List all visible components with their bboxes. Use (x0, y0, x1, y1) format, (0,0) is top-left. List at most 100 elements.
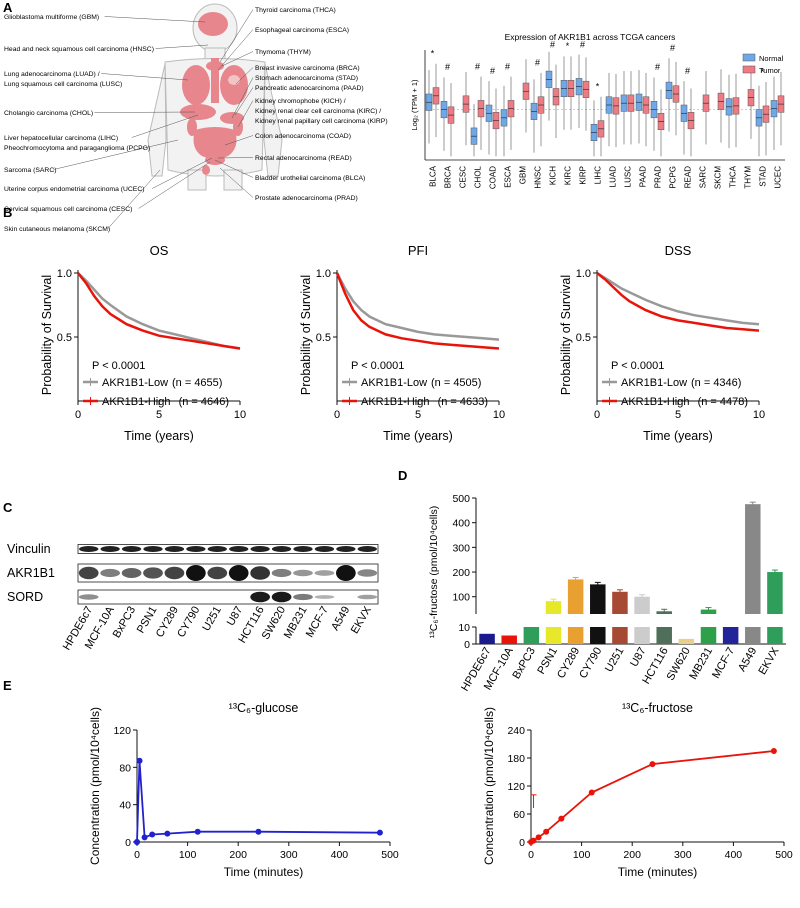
data-point (770, 748, 777, 754)
band-sord (78, 594, 99, 600)
band-akr1b1 (293, 569, 313, 577)
bar-lower (545, 627, 562, 644)
y-tick-label: 1.0 (57, 268, 72, 280)
leader-line (237, 100, 254, 128)
bar-lower (634, 627, 650, 644)
panel-label-c: C (3, 500, 13, 515)
p-value: P < 0.0001 (92, 360, 145, 372)
x-tick-label: 0 (334, 409, 340, 421)
y-tick-label: 40 (119, 800, 131, 812)
significance-mark: # (490, 66, 495, 76)
fructose-timecourse-chart: ¹³C₆-fructose 0 60 120 180 240 0 100 200 300 400 50… (482, 701, 793, 879)
body-label: Kidney renal papillary cell carcinoma (K… (255, 118, 388, 125)
legend-label: AKR1B1-High (621, 396, 689, 408)
bar-upper (590, 584, 606, 614)
body-label: Thyroid carcinoma (THCA) (255, 7, 336, 14)
bar-lower (612, 627, 628, 644)
y-tick-label: 200 (452, 567, 470, 579)
bar-upper (545, 601, 562, 614)
band-sord (250, 591, 270, 603)
y-tick-label: 120 (507, 781, 525, 793)
y-tick-label: 60 (513, 809, 525, 821)
leader-line (217, 29, 254, 71)
bar-category-label: A549 (736, 646, 759, 674)
band-sord (293, 593, 313, 601)
y-axis-label: Probability of Survival (40, 275, 54, 395)
legend-label: AKR1B1-High (102, 396, 170, 408)
band-akr1b1 (336, 565, 356, 581)
band-sord (314, 595, 335, 599)
x-tick-label: 400 (725, 849, 743, 861)
tick-label: THYM (744, 166, 753, 189)
bar-category-label: U251 (603, 646, 627, 675)
significance-mark: # (475, 61, 480, 71)
body-label: Lung squamous cell carcinoma (LUSC) (4, 81, 122, 88)
series-line (136, 760, 380, 843)
chart-title: ¹³C₆-fructose (622, 701, 693, 715)
leader-line (155, 44, 209, 49)
chart-title: PFI (408, 243, 428, 258)
tick-label: PCPG (669, 166, 678, 189)
data-point (194, 828, 201, 835)
tick-label: UCEC (774, 166, 783, 189)
bar-lower (523, 627, 540, 644)
y-tick-label: 0.5 (576, 332, 591, 344)
data-point (141, 834, 148, 841)
band-vinculin (207, 546, 227, 552)
body-label: Lung adenocarcinoma (LUAD) / (4, 71, 100, 78)
legend-label: Normal (759, 54, 784, 63)
significance-mark: * (431, 48, 435, 58)
legend-label: AKR1B1-Low (621, 377, 687, 389)
band-akr1b1 (250, 566, 270, 580)
y-axis-label: Concentration (pmol/10⁴cells) (88, 707, 102, 865)
y-tick-label: 10 (458, 622, 470, 634)
data-point (535, 834, 542, 841)
km-chart-pfi: PFI 0.5 1.0 0 5 10 Time (years) Probability of … (299, 243, 505, 443)
blot-strip (77, 589, 379, 605)
band-vinculin (250, 546, 270, 552)
body-label: Uterine corpus endometrial carcinoma (UC… (4, 186, 145, 193)
tick-label: CHOL (474, 165, 483, 188)
x-tick-label: 200 (229, 849, 247, 861)
body-label: Breast invasive carcinoma (BRCA) (255, 65, 360, 72)
y-tick-label: 80 (119, 762, 131, 774)
tick-label: LUAD (609, 166, 618, 188)
lane-label: EKVX (349, 604, 374, 636)
x-tick-label: 100 (179, 849, 197, 861)
x-tick-label: 0 (528, 849, 534, 861)
chart-title: DSS (665, 243, 692, 258)
band-vinculin (164, 546, 185, 552)
data-point (149, 831, 156, 838)
tcga-boxplot: Log₂ (TPM + 1) BLCA * BRCA # CESC CHOL # COAD # ES… (410, 39, 785, 189)
tick-label: KICH (549, 166, 558, 185)
body-label: Cholangio carcinoma (CHOL) (4, 110, 93, 117)
km-curve-low (77, 272, 241, 350)
leader-line (214, 159, 254, 178)
tick-label: SARC (699, 166, 708, 188)
bar-upper (767, 572, 783, 614)
legend-n: (n = 4646) (179, 396, 229, 408)
km-curve-low (335, 272, 500, 341)
p-value: P < 0.0001 (351, 360, 404, 372)
km-curve-high (77, 272, 241, 350)
leader-line (235, 67, 254, 85)
x-tick-label: 0 (75, 409, 81, 421)
legend-label: AKR1B1-Low (361, 377, 427, 389)
panel-label-a: A (3, 0, 13, 15)
leader-line (107, 169, 161, 229)
x-axis-label: Time (years) (383, 429, 453, 443)
x-tick-label: 5 (675, 409, 681, 421)
x-tick-label: 5 (156, 409, 162, 421)
lane-label: U87 (225, 605, 245, 628)
body-label: Glioblastoma multiforme (GBM) (4, 14, 99, 21)
significance-mark: * (596, 81, 600, 91)
band-vinculin (186, 546, 206, 552)
leader-line (234, 87, 254, 116)
bar-upper (634, 596, 650, 614)
legend-swatch-tumor (742, 65, 756, 74)
blot-row-label: Vinculin (7, 542, 51, 556)
body-label: Head and neck squamous cell carcinoma (H… (4, 46, 154, 53)
x-tick-label: 0 (134, 849, 140, 861)
body-label: Stomach adenocarcinoma (STAD) (255, 75, 358, 82)
tick-label: HNSC (534, 166, 543, 189)
